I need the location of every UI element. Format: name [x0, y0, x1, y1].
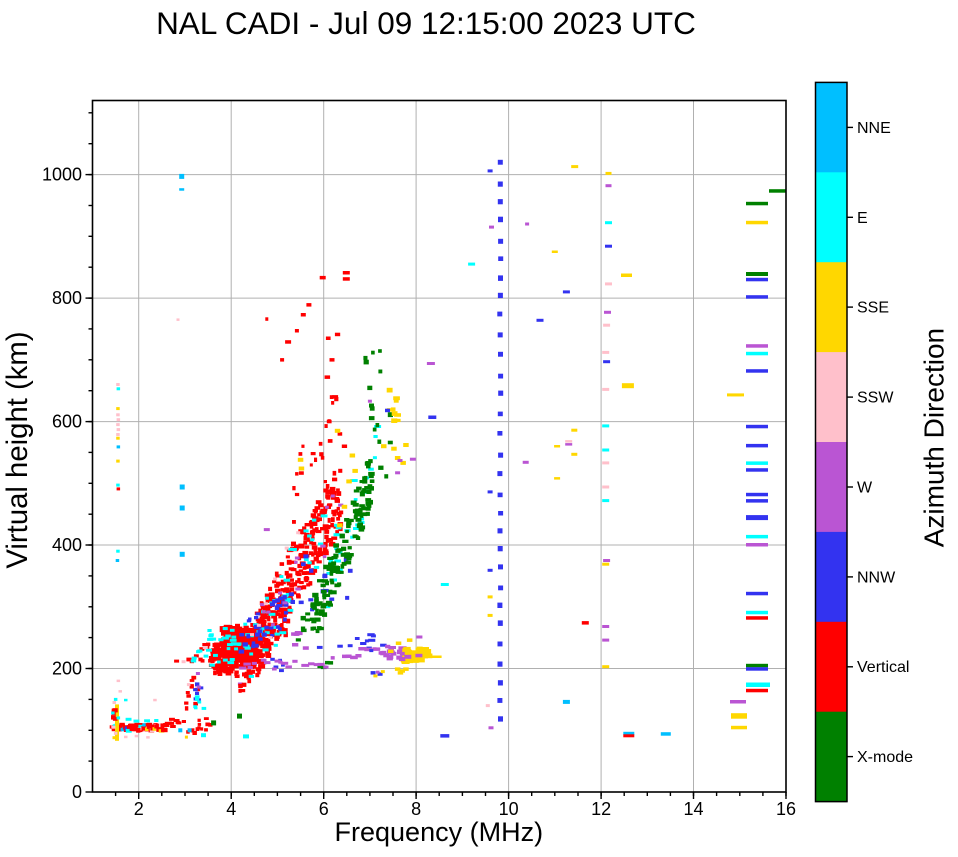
- svg-text:4: 4: [226, 799, 236, 819]
- svg-text:NNW: NNW: [857, 569, 896, 586]
- svg-text:X-mode: X-mode: [857, 749, 913, 766]
- svg-text:14: 14: [683, 799, 703, 819]
- svg-text:800: 800: [52, 288, 82, 308]
- svg-text:Azimuth Direction: Azimuth Direction: [919, 328, 950, 547]
- svg-text:SSW: SSW: [857, 390, 894, 407]
- svg-text:NNE: NNE: [857, 120, 891, 137]
- svg-text:SSE: SSE: [857, 300, 889, 317]
- svg-text:2: 2: [134, 799, 144, 819]
- svg-text:600: 600: [52, 412, 82, 432]
- svg-text:16: 16: [776, 799, 796, 819]
- svg-text:0: 0: [72, 782, 82, 802]
- svg-text:NAL CADI - Jul 09 12:15:00 202: NAL CADI - Jul 09 12:15:00 2023 UTC: [156, 5, 696, 41]
- svg-text:Vertical: Vertical: [857, 659, 909, 676]
- svg-text:Frequency (MHz): Frequency (MHz): [335, 817, 544, 847]
- svg-text:6: 6: [319, 799, 329, 819]
- svg-text:W: W: [857, 480, 873, 497]
- svg-text:E: E: [857, 210, 868, 227]
- svg-text:Virtual height (km): Virtual height (km): [1, 331, 34, 568]
- svg-text:1000: 1000: [42, 165, 82, 185]
- svg-text:12: 12: [591, 799, 611, 819]
- svg-text:400: 400: [52, 535, 82, 555]
- svg-text:200: 200: [52, 659, 82, 679]
- svg-text:8: 8: [411, 799, 421, 819]
- svg-text:10: 10: [499, 799, 519, 819]
